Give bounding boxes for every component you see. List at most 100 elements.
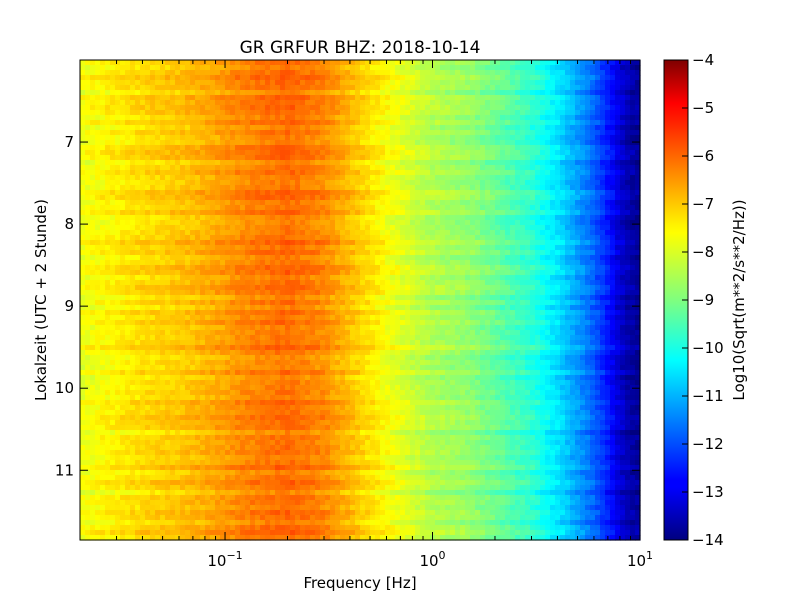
heatmap-cell: [105, 105, 111, 111]
heatmap-cell: [130, 285, 136, 291]
heatmap-cell: [330, 265, 336, 271]
heatmap-cell: [175, 510, 181, 516]
heatmap-cell: [165, 160, 171, 166]
heatmap-cell: [110, 265, 116, 271]
heatmap-cell: [230, 250, 236, 256]
heatmap-cell: [90, 360, 96, 366]
heatmap-cell: [245, 220, 251, 226]
heatmap-cell: [235, 310, 241, 316]
heatmap-cell: [115, 340, 121, 346]
heatmap-cell: [120, 445, 126, 451]
heatmap-cell: [265, 295, 271, 301]
heatmap-cell: [165, 485, 171, 491]
heatmap-cell: [200, 335, 206, 341]
heatmap-cell: [130, 230, 136, 236]
heatmap-cell: [190, 450, 196, 456]
heatmap-cell: [245, 515, 251, 521]
heatmap-cell: [115, 290, 121, 296]
heatmap-cell: [330, 160, 336, 166]
heatmap-cell: [100, 320, 106, 326]
heatmap-cell: [285, 480, 291, 486]
heatmap-cell: [150, 150, 156, 156]
heatmap-cell: [260, 255, 266, 261]
heatmap-cell: [195, 305, 201, 311]
heatmap-cell: [200, 520, 206, 526]
heatmap-cell: [120, 155, 126, 161]
heatmap-cell: [260, 195, 266, 201]
heatmap-cell: [85, 495, 91, 501]
heatmap-cell: [300, 225, 306, 231]
heatmap-cell: [100, 440, 106, 446]
heatmap-cell: [165, 515, 171, 521]
heatmap-cell: [170, 85, 176, 91]
heatmap-cell: [315, 515, 321, 521]
heatmap-cell: [330, 455, 336, 461]
heatmap-cell: [320, 335, 326, 341]
heatmap-cell: [335, 445, 341, 451]
heatmap-cell: [80, 485, 86, 491]
heatmap-cell: [130, 485, 136, 491]
heatmap-cell: [245, 435, 251, 441]
heatmap-cell: [260, 375, 266, 381]
heatmap-cell: [105, 365, 111, 371]
heatmap-cell: [270, 485, 276, 491]
heatmap-cell: [165, 90, 171, 96]
heatmap-cell: [285, 175, 291, 181]
heatmap-cell: [105, 245, 111, 251]
heatmap-cell: [315, 65, 321, 71]
heatmap-cell: [125, 285, 131, 291]
heatmap-cell: [140, 165, 146, 171]
heatmap-cell: [235, 300, 241, 306]
heatmap-cell: [280, 370, 286, 376]
heatmap-cell: [225, 365, 231, 371]
heatmap-cell: [120, 485, 126, 491]
heatmap-cell: [165, 240, 171, 246]
heatmap-cell: [280, 305, 286, 311]
heatmap-cell: [95, 145, 101, 151]
heatmap-cell: [250, 330, 256, 336]
heatmap-cell: [285, 520, 291, 526]
heatmap-cell: [335, 135, 341, 141]
heatmap-cell: [320, 380, 326, 386]
heatmap-cell: [105, 195, 111, 201]
heatmap-cell: [145, 210, 151, 216]
heatmap-cell: [135, 240, 141, 246]
heatmap-cell: [140, 260, 146, 266]
heatmap-cell: [295, 140, 301, 146]
heatmap-cell: [160, 115, 166, 121]
heatmap-cell: [320, 85, 326, 91]
heatmap-cell: [335, 90, 341, 96]
heatmap-cell: [245, 80, 251, 86]
heatmap-cell: [160, 285, 166, 291]
heatmap-cell: [110, 70, 116, 76]
heatmap-cell: [240, 285, 246, 291]
heatmap-cell: [200, 140, 206, 146]
heatmap-cell: [270, 85, 276, 91]
heatmap-cell: [150, 210, 156, 216]
heatmap-cell: [280, 475, 286, 481]
heatmap-cell: [310, 245, 316, 251]
heatmap-cell: [220, 470, 226, 476]
heatmap-cell: [190, 455, 196, 461]
heatmap-cell: [150, 465, 156, 471]
heatmap-cell: [165, 225, 171, 231]
heatmap-cell: [85, 345, 91, 351]
heatmap-cell: [180, 320, 186, 326]
heatmap-cell: [125, 165, 131, 171]
heatmap-cell: [240, 315, 246, 321]
heatmap-cell: [190, 520, 196, 526]
heatmap-cell: [270, 225, 276, 231]
heatmap-cell: [80, 245, 86, 251]
heatmap-cell: [290, 440, 296, 446]
heatmap-cell: [115, 430, 121, 436]
heatmap-cell: [120, 510, 126, 516]
heatmap-cell: [155, 315, 161, 321]
heatmap-cell: [90, 305, 96, 311]
heatmap-cell: [190, 85, 196, 91]
heatmap-cell: [325, 350, 331, 356]
heatmap-cell: [335, 280, 341, 286]
heatmap-cell: [280, 470, 286, 476]
heatmap-cell: [155, 75, 161, 81]
heatmap-cell: [335, 455, 341, 461]
heatmap-cell: [225, 190, 231, 196]
